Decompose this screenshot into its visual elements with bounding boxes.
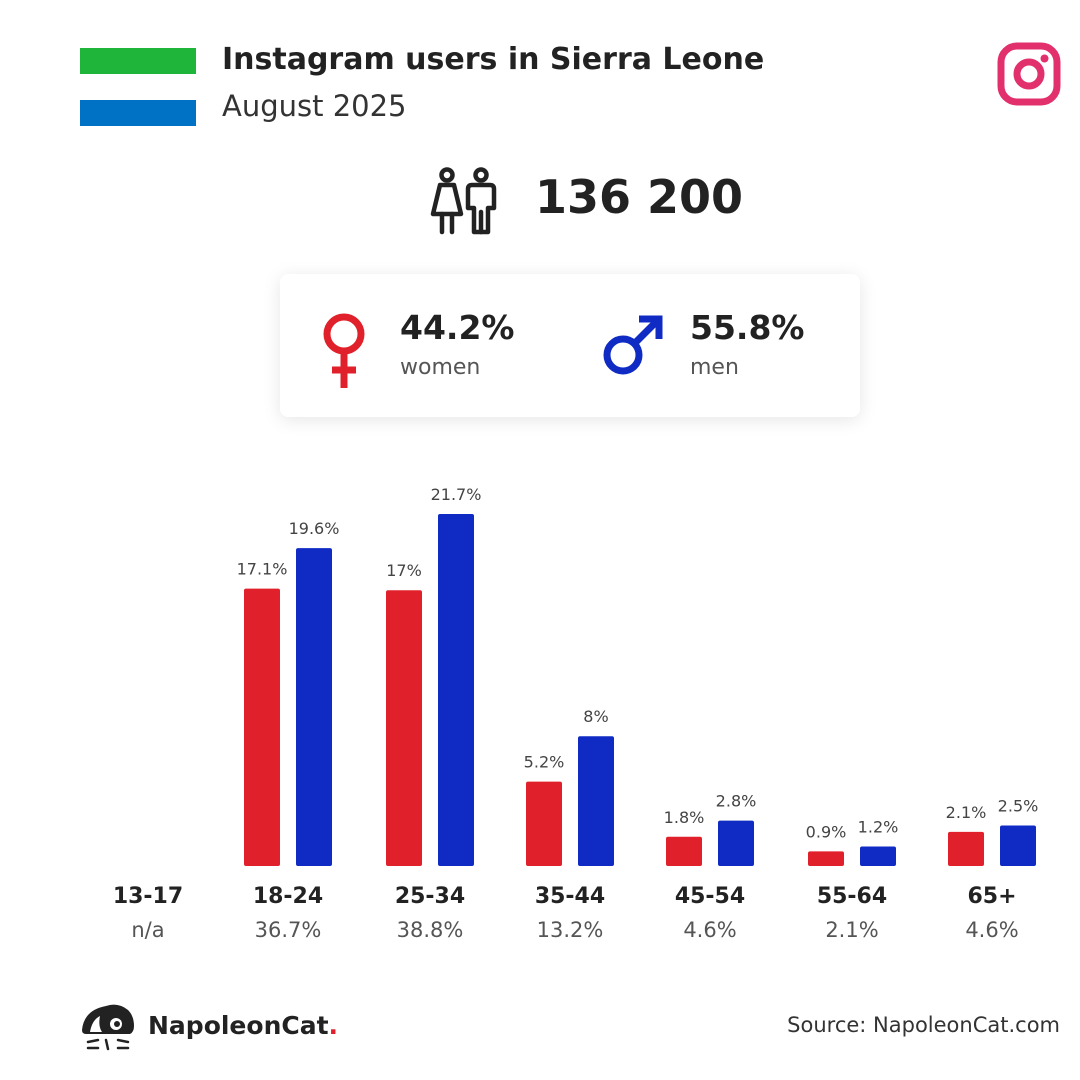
- bar-men-25-34: [438, 514, 474, 866]
- bar-men-18-24: [296, 548, 332, 866]
- flag-stripe-white: [80, 74, 196, 100]
- page-subtitle: August 2025: [222, 89, 407, 123]
- age-group-label: 13-17: [112, 884, 184, 909]
- bar-women-25-34: [386, 590, 422, 866]
- brand-name: NapoleonCat.: [148, 1011, 338, 1040]
- country-flag: [80, 48, 196, 126]
- people-icon: [430, 167, 497, 235]
- age-group-label: 45-54: [674, 884, 746, 909]
- bar-label-women-35-44: 5.2%: [524, 753, 565, 772]
- age-group-label: 18-24: [252, 884, 324, 909]
- age-group-share: 38.8%: [396, 918, 464, 942]
- bar-women-35-44: [526, 781, 562, 866]
- male-symbol-icon: [603, 315, 663, 375]
- flag-stripe-blue: [80, 100, 196, 126]
- age-group-label: 35-44: [534, 884, 606, 909]
- women-label: women: [400, 355, 481, 380]
- age-gender-bar-chart: 17.1% 19.6% 17% 21.7% 5.2% 8% 1.8% 2.8% 0.9% 1.2%…: [237, 485, 1039, 866]
- bar-label-men-55-64: 1.2%: [858, 818, 899, 837]
- bar-men-65+: [1000, 825, 1036, 866]
- bar-label-women-55-64: 0.9%: [806, 822, 847, 841]
- bar-women-18-24: [244, 588, 280, 866]
- bar-label-men-18-24: 19.6%: [289, 519, 340, 538]
- bar-men-55-64: [860, 846, 896, 866]
- napoleoncat-logo-icon: [82, 1004, 134, 1051]
- age-group-share: n/a: [131, 918, 165, 942]
- bar-label-women-45-54: 1.8%: [664, 808, 705, 827]
- brand-dot: .: [328, 1011, 339, 1040]
- brand-text: NapoleonCat: [148, 1011, 329, 1040]
- bar-label-women-18-24: 17.1%: [237, 560, 288, 579]
- age-group-share: 2.1%: [825, 918, 879, 942]
- age-group-share: 4.6%: [965, 918, 1019, 942]
- female-symbol-icon: [323, 313, 365, 388]
- age-group-share: 36.7%: [254, 918, 322, 942]
- age-group-label: 55-64: [816, 884, 888, 909]
- women-percentage: 44.2%: [400, 308, 515, 347]
- bar-women-55-64: [808, 851, 844, 866]
- gender-split-card: 44.2% women 55.8% men: [280, 274, 860, 417]
- bar-men-35-44: [578, 736, 614, 866]
- bar-label-men-25-34: 21.7%: [431, 485, 482, 504]
- source-credit: Source: NapoleonCat.com: [787, 1013, 1060, 1037]
- age-group-share: 4.6%: [683, 918, 737, 942]
- age-group-label: 65+: [967, 884, 1017, 909]
- bar-label-men-35-44: 8%: [583, 707, 608, 726]
- total-users-value: 136 200: [535, 170, 744, 224]
- bar-women-65+: [948, 831, 984, 866]
- bar-label-men-45-54: 2.8%: [716, 792, 757, 811]
- men-label: men: [690, 355, 739, 380]
- age-group-label: 25-34: [394, 884, 466, 909]
- age-group-share: 13.2%: [536, 918, 604, 942]
- bar-women-45-54: [666, 836, 702, 866]
- instagram-icon: [997, 42, 1061, 106]
- men-percentage: 55.8%: [690, 308, 805, 347]
- bar-men-45-54: [718, 820, 754, 866]
- flag-stripe-green: [80, 48, 196, 74]
- bar-label-men-65+: 2.5%: [998, 796, 1039, 815]
- bar-label-women-65+: 2.1%: [946, 803, 987, 822]
- bar-label-women-25-34: 17%: [386, 561, 422, 580]
- page-title: Instagram users in Sierra Leone: [222, 42, 765, 77]
